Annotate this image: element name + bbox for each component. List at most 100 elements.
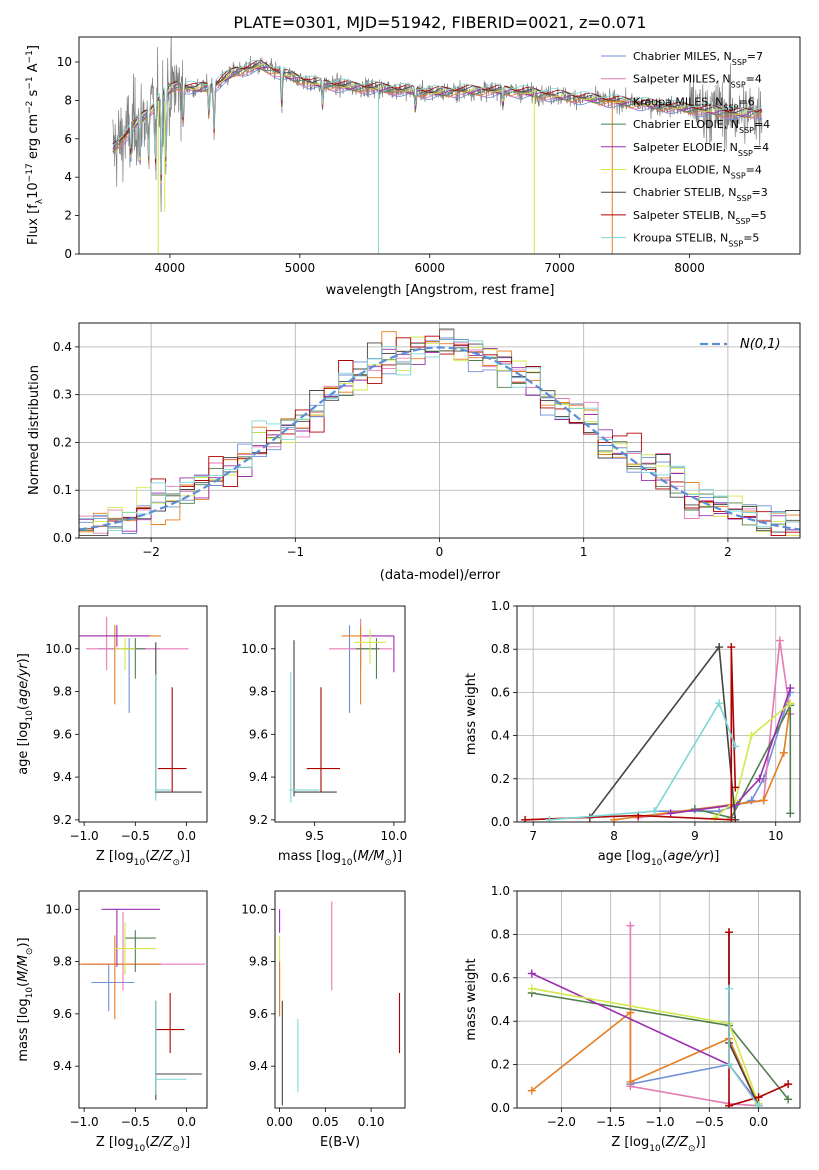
series-marker [725, 984, 734, 993]
y-tick-label: 4 [64, 170, 72, 184]
legend-label: Chabrier MILES, NSSP=7 [633, 50, 763, 67]
series-chabrier-elodie [694, 705, 792, 819]
x-tick-label: −0.5 [121, 1115, 150, 1129]
series-marker [727, 643, 736, 652]
series-kroupa-stelib [549, 701, 737, 821]
series-marker [727, 815, 736, 822]
x-tick-label: −1.0 [70, 829, 99, 843]
axes-frame [274, 605, 406, 823]
legend-label: Kroupa MILES, NSSP=6 [633, 95, 755, 112]
y-tick-label: 9.2 [53, 813, 72, 827]
x-axis-label: Z [log10(Z/Z⊙)] [611, 1135, 705, 1154]
series-marker [650, 807, 659, 816]
x-tick-label: −1.0 [70, 1115, 99, 1129]
y-tick-label: 0.2 [53, 435, 72, 449]
x-tick-label: 2 [724, 545, 732, 559]
y-tick-label: 1.0 [491, 884, 510, 898]
series-marker [747, 731, 756, 740]
series-chabrier-stelib [728, 932, 760, 1107]
series-marker [715, 699, 724, 708]
y-tick-label: 9.8 [53, 955, 72, 969]
series-marker [666, 809, 675, 818]
series-marker [786, 809, 795, 818]
series-salpeter-elodie [531, 972, 760, 1105]
chart-weight_vs_age: 7 8 9 10 0.0 0.2 0.4 0.6 0.8 1.0 age [log10(age/yr… [464, 599, 801, 868]
y-tick-label: 9.8 [249, 685, 268, 699]
plot-area [79, 323, 800, 538]
series-kroupa-elodie [714, 702, 791, 819]
axes-frame [516, 890, 801, 1109]
series-salpeter-stelib [525, 646, 737, 821]
series-marker [759, 796, 768, 805]
y-axis-label: Flux [fλ10−17 erg cm−2 s−1 A−1] [25, 45, 45, 245]
plot-area [79, 908, 205, 1101]
x-tick-label: 5000 [285, 261, 316, 275]
legend-label: Salpeter MILES, NSSP=4 [633, 73, 762, 90]
y-tick-label: 0.6 [491, 971, 510, 985]
x-tick-label: 0.05 [312, 1115, 339, 1129]
x-tick-label: 8000 [674, 261, 705, 275]
series-marker [626, 921, 635, 930]
x-tick-label: −0.5 [121, 829, 150, 843]
series-chabrier-stelib [589, 644, 737, 820]
series-marker [775, 636, 784, 645]
series-marker [786, 684, 795, 693]
series-marker [731, 796, 740, 805]
y-tick-label: 9.8 [53, 685, 72, 699]
y-tick-label: 0.0 [53, 531, 72, 545]
chart-spectrum: 4000 5000 6000 7000 8000 0 2 4 6 8 10 wavelength [A… [25, 36, 801, 298]
x-tick-label: 0.10 [358, 1115, 385, 1129]
chart-weight_vs_Z: −2.0 −1.5 −1.0 −0.5 0.0 0.0 0.2 0.4 0.6 0.8 1.0 Z [… [464, 884, 801, 1154]
chart-age_vs_Z: −1.0 −0.5 0.0 9.2 9.4 9.6 9.8 10.0 Z [log10(Z/Z⊙… [16, 605, 208, 868]
y-tick-label: 0.4 [53, 340, 72, 354]
spectrum-model-kroupa-elodie [112, 63, 763, 183]
legend-label: Salpeter STELIB, NSSP=5 [633, 209, 767, 226]
series-marker [731, 742, 740, 751]
axes-frame [274, 890, 406, 1109]
x-axis-label: mass [log10(M/M⊙)] [278, 849, 402, 868]
x-tick-label: −0.5 [695, 1115, 724, 1129]
y-tick-label: 0.1 [53, 483, 72, 497]
x-tick-label: 4000 [155, 261, 186, 275]
series-salpeter-elodie [670, 687, 792, 815]
x-tick-label: 0.0 [749, 1115, 768, 1129]
legend-label: Chabrier STELIB, NSSP=3 [633, 186, 768, 203]
plot-area [517, 891, 800, 1108]
y-tick-label: 9.6 [53, 1007, 72, 1021]
legend-label: Kroupa ELODIE, NSSP=4 [633, 164, 762, 181]
y-tick-label: 10.0 [45, 902, 72, 916]
y-tick-label: 0.8 [491, 927, 510, 941]
series-marker [784, 1095, 793, 1104]
y-axis-label: mass weight [464, 958, 479, 1040]
y-tick-label: 9.2 [249, 813, 268, 827]
series-marker [731, 783, 740, 792]
plot-area [279, 901, 401, 1106]
x-axis-label: Z [log10(Z/Z⊙)] [96, 849, 190, 868]
x-tick-label: 0.0 [177, 1115, 196, 1129]
series-marker [626, 1077, 635, 1086]
y-tick-label: 0.3 [53, 388, 72, 402]
legend-label: Kroupa STELIB, NSSP=5 [633, 232, 759, 249]
series-marker [779, 748, 788, 757]
series-kroupa-elodie [531, 987, 760, 1104]
series-marker [725, 1060, 734, 1069]
axes-frame [516, 605, 801, 823]
y-tick-label: 9.6 [249, 1007, 268, 1021]
plot-area [112, 37, 763, 254]
y-axis-label: mass [log10(M/M⊙)] [16, 937, 35, 1061]
legend-label: Chabrier ELODIE, NSSP=4 [633, 118, 770, 135]
figure-title: PLATE=0301, MJD=51942, FIBERID=0021, z=0… [233, 13, 646, 32]
legend-label: Salpeter ELODIE, NSSP=4 [633, 141, 769, 158]
y-tick-label: 9.4 [249, 1059, 268, 1073]
series-marker [786, 699, 795, 708]
x-axis-label: E(B-V) [320, 1135, 360, 1150]
x-tick-label: 0.00 [266, 1115, 293, 1129]
y-tick-label: 0.2 [491, 772, 510, 786]
series-marker [527, 969, 536, 978]
axes-frame [78, 890, 208, 1109]
axes-frame [78, 322, 801, 539]
spectrum-model-salpeter-elodie [112, 66, 763, 183]
hist-kroupa-stelib [79, 339, 800, 531]
series-marker [754, 1101, 763, 1108]
series-marker [521, 815, 530, 822]
